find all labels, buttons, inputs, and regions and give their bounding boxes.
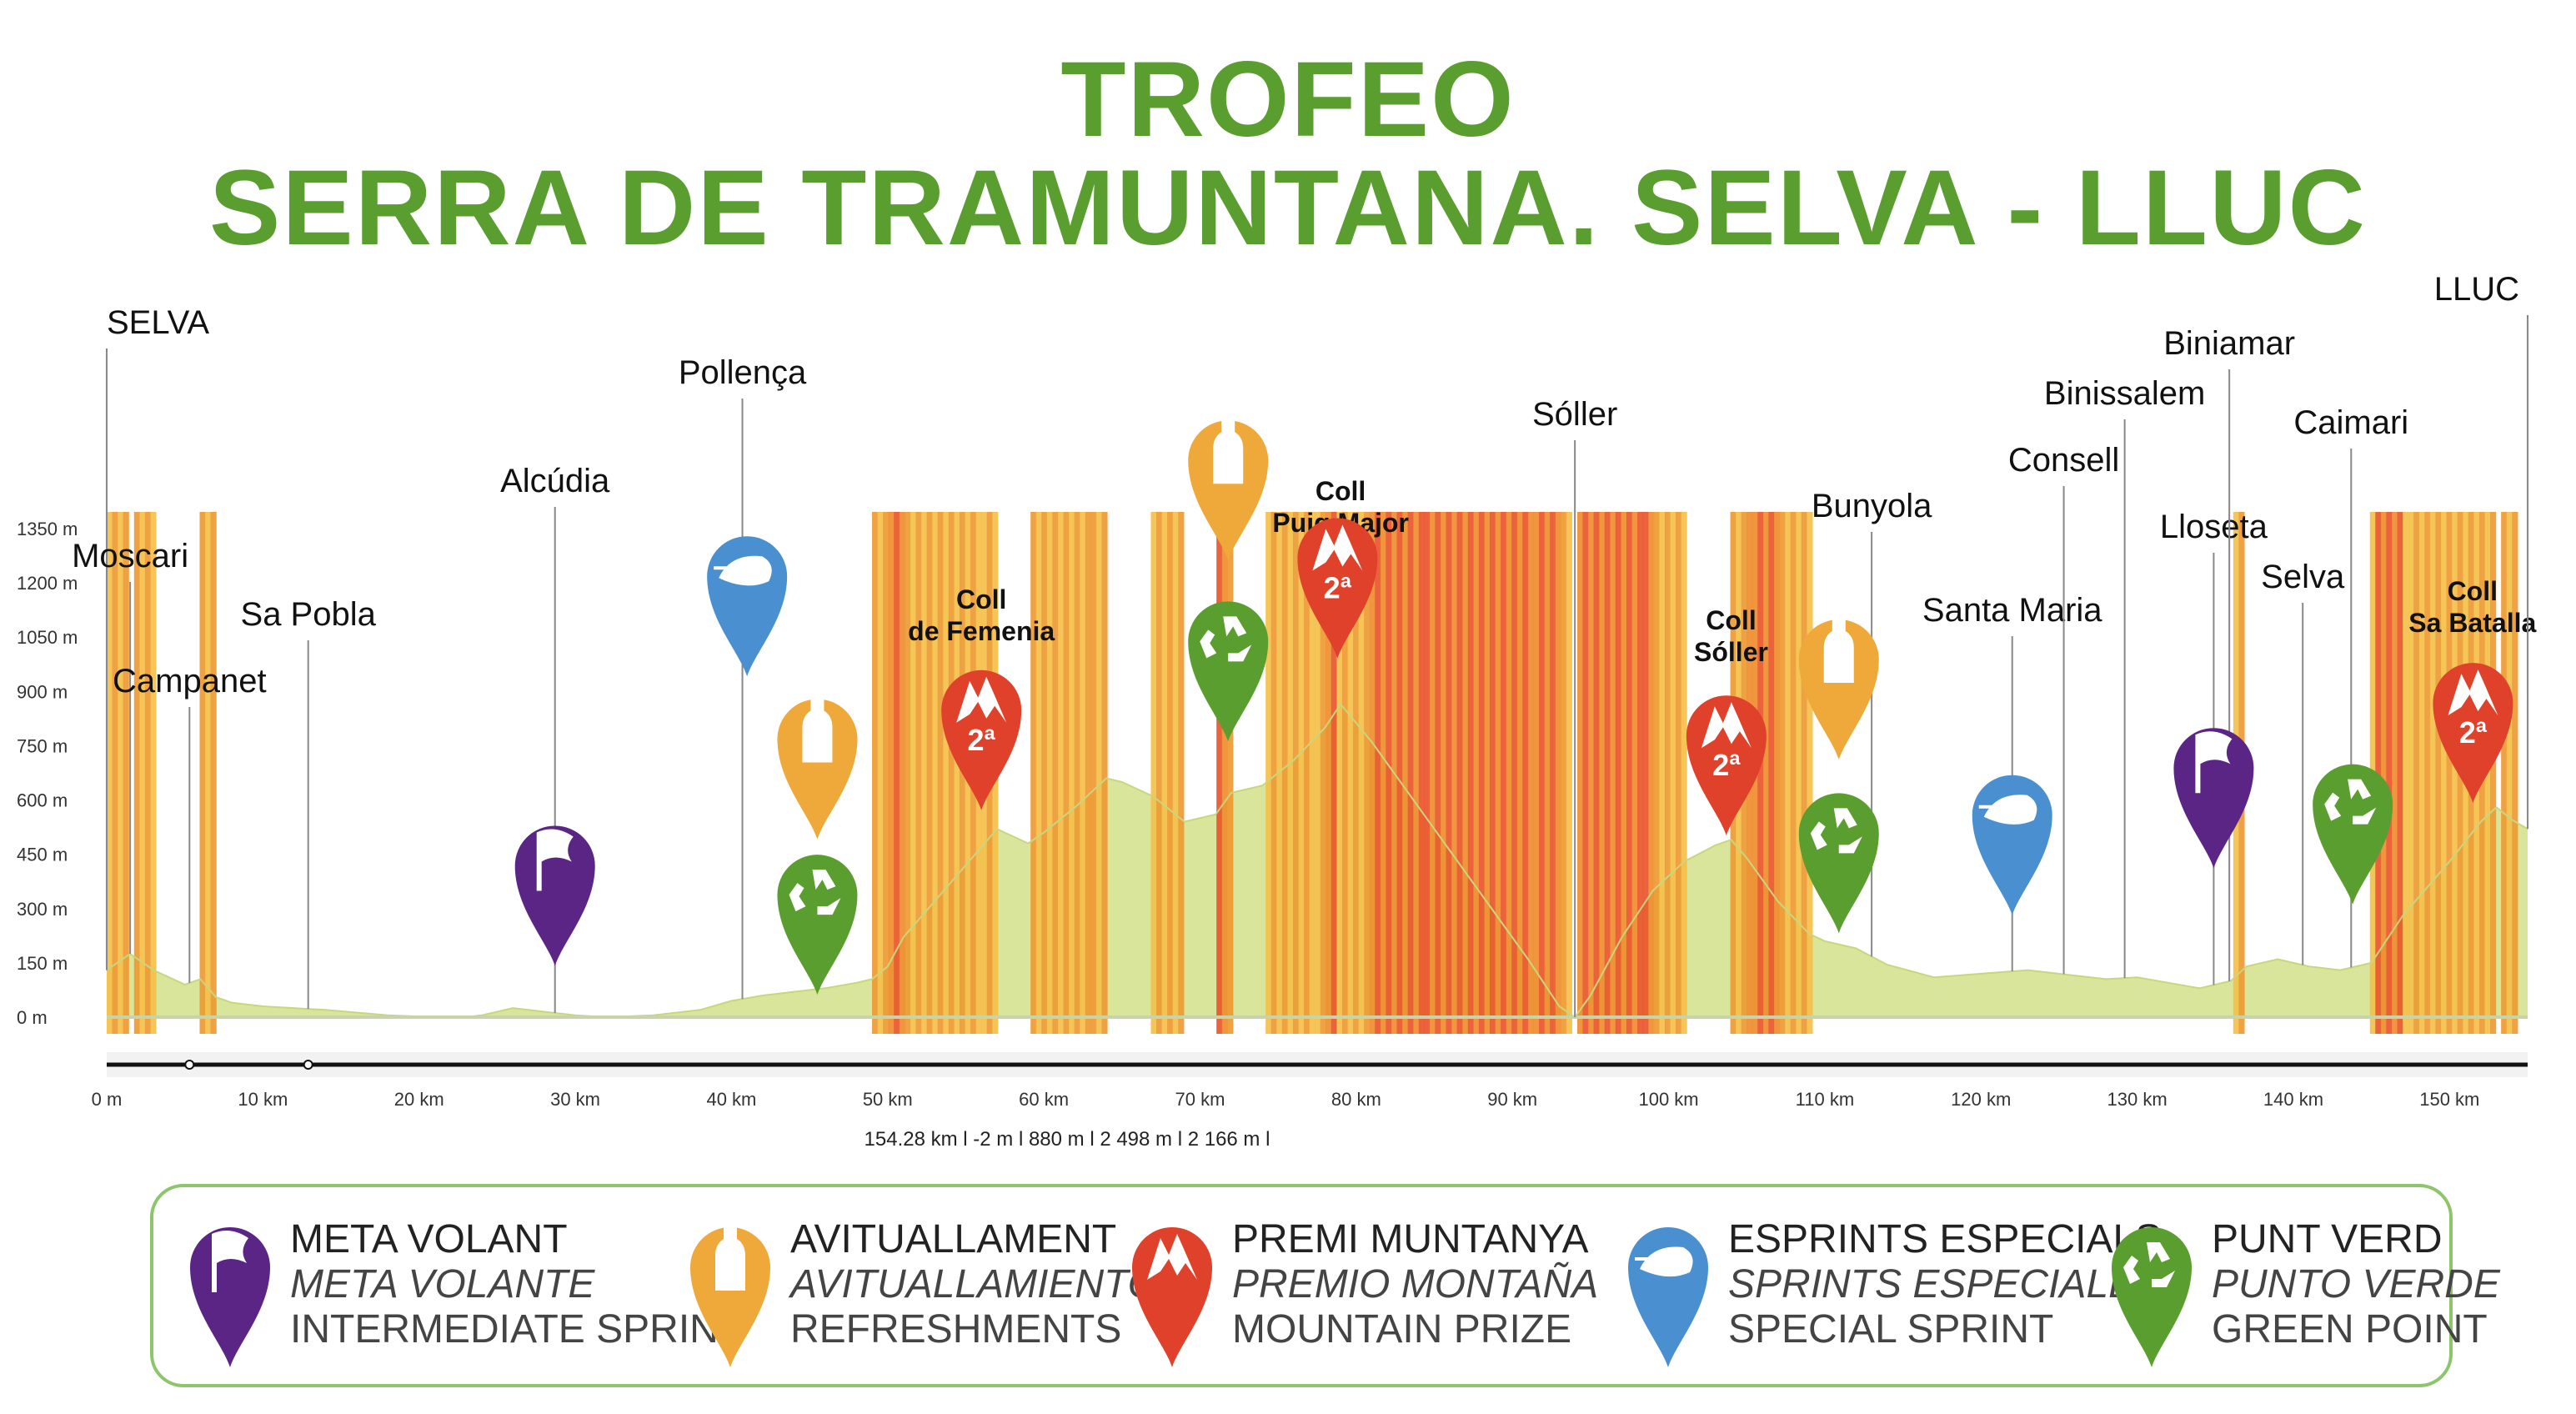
- legend-label: AVITUALLAMENT: [790, 1217, 1117, 1261]
- y-tick-label: 150 m: [17, 953, 68, 974]
- x-tick-label: 90 km: [1487, 1089, 1537, 1110]
- meta-volant-pin-icon: [190, 1227, 270, 1367]
- premi-muntanya-marker-icon: 2ª: [2433, 663, 2513, 804]
- legend-label-es: PUNTO VERDE: [2212, 1262, 2500, 1306]
- place-label: de Femenia: [908, 616, 1055, 646]
- legend-label-en: GREEN POINT: [2212, 1307, 2488, 1351]
- legend-label-en: REFRESHMENTS: [790, 1307, 1122, 1351]
- esprints-pin-icon: [1628, 1227, 1708, 1367]
- y-tick-label: 1350 m: [17, 519, 78, 539]
- legend-label: ESPRINTS ESPECIALS: [1728, 1217, 2163, 1261]
- x-tick-label: 140 km: [2263, 1089, 2323, 1110]
- place-label: Caimari: [2293, 404, 2408, 441]
- y-tick-label: 750 m: [17, 735, 68, 756]
- x-tick-label: 80 km: [1331, 1089, 1381, 1110]
- place-label: Coll: [1316, 476, 1366, 506]
- place-label: Alcúdia: [500, 463, 610, 499]
- y-tick-label: 1050 m: [17, 627, 78, 648]
- x-tick-label: 20 km: [394, 1089, 444, 1110]
- x-tick-label: 0 m: [92, 1089, 123, 1110]
- esprints-marker-icon: [707, 536, 788, 677]
- x-tick-label: 40 km: [706, 1089, 756, 1110]
- premi-muntanya-marker-icon: 2ª: [1297, 518, 1378, 659]
- y-tick-label: 0 m: [17, 1007, 48, 1028]
- x-tick-label: 110 km: [1796, 1089, 1855, 1110]
- premi-muntanya-marker-icon: 2ª: [1686, 695, 1767, 836]
- place-label: Binissalem: [2044, 375, 2205, 412]
- punt-verd-marker-icon: [2313, 764, 2393, 905]
- place-label: Selva: [2261, 559, 2345, 595]
- x-tick-label: 30 km: [550, 1089, 600, 1110]
- place-label: Coll: [1706, 605, 1756, 635]
- x-tick-label: 50 km: [863, 1089, 913, 1110]
- route-bar-point: [184, 1060, 195, 1070]
- punt-verd-marker-icon: [777, 855, 858, 995]
- meta-volant-marker-icon: [2173, 728, 2254, 869]
- esprints-marker-icon: [1972, 775, 2052, 915]
- x-tick-label: 60 km: [1019, 1089, 1069, 1110]
- x-tick-label: 70 km: [1175, 1089, 1225, 1110]
- avituallament-marker-icon: [1188, 419, 1269, 561]
- legend-label: PREMI MUNTANYA: [1232, 1217, 1589, 1261]
- elevation-profile-line: [106, 702, 2528, 1019]
- x-tick-label: 130 km: [2107, 1089, 2168, 1110]
- svg-text:2ª: 2ª: [2459, 715, 2488, 750]
- place-label: Biniamar: [2163, 325, 2295, 362]
- route-summary: 154.28 km l -2 m l 880 m l 2 498 m l 2 1…: [865, 1128, 1270, 1151]
- meta-volant-marker-icon: [514, 825, 595, 966]
- place-label: Sóller: [1532, 396, 1617, 433]
- legend-label: PUNT VERD: [2212, 1217, 2443, 1261]
- punt-verd-marker-icon: [1188, 601, 1269, 742]
- place-label: Santa Maria: [1922, 592, 2102, 629]
- x-tick-label: 100 km: [1638, 1089, 1698, 1110]
- svg-text:2ª: 2ª: [1712, 748, 1741, 782]
- place-label: Consell: [2008, 442, 2119, 479]
- punt-verd-pin-icon: [2112, 1227, 2192, 1367]
- place-label: Coll: [956, 584, 1006, 614]
- legend-label-es: AVITUALLAMIENTO: [790, 1262, 1159, 1306]
- place-label: Pollença: [679, 354, 807, 391]
- legend-label-es: SPRINTS ESPECIALES: [1728, 1262, 2163, 1306]
- place-label: Sa Batalla: [2408, 608, 2536, 638]
- avituallament-marker-icon: [777, 697, 858, 840]
- avituallament-pin-icon: [690, 1226, 770, 1367]
- x-tick-label: 120 km: [1951, 1089, 2011, 1110]
- y-tick-label: 1200 m: [17, 573, 78, 594]
- chart-title-line-1: TROFEO: [1060, 40, 1516, 159]
- legend-label-en: SPECIAL SPRINT: [1728, 1307, 2054, 1351]
- y-tick-label: 600 m: [17, 790, 68, 811]
- place-label: LLUC: [2434, 271, 2519, 308]
- y-tick-label: 300 m: [17, 899, 68, 920]
- legend-label-en: INTERMEDIATE SPRINT: [290, 1307, 744, 1351]
- place-label: Sóller: [1694, 637, 1768, 667]
- elevation-profile-chart: 0 m 150 m 300 m 450 m 600 m 750 m 900 m 1050 m 1…: [17, 271, 2536, 1151]
- place-label: SELVA: [107, 304, 209, 341]
- punt-verd-marker-icon: [1798, 793, 1879, 934]
- legend-label-es: PREMIO MONTAÑA: [1232, 1262, 1599, 1306]
- y-tick-label: 450 m: [17, 845, 68, 865]
- legend-label: META VOLANT: [290, 1217, 568, 1261]
- premi-muntanya-marker-icon: 2ª: [941, 669, 1022, 810]
- premi-muntanya-pin-icon: [1132, 1227, 1212, 1367]
- place-label: Sa Pobla: [241, 596, 377, 633]
- legend-label-es: META VOLANTE: [290, 1262, 595, 1306]
- svg-text:2ª: 2ª: [968, 723, 996, 757]
- legend-label-en: MOUNTAIN PRIZE: [1232, 1307, 1572, 1351]
- legend: META VOLANT META VOLANTE INTERMEDIATE SP…: [150, 1184, 2500, 1387]
- place-label: Bunyola: [1812, 488, 1932, 524]
- x-tick-label: 150 km: [2419, 1089, 2479, 1110]
- x-tick-label: 10 km: [238, 1089, 288, 1110]
- place-label: Campanet: [113, 663, 267, 699]
- y-tick-label: 900 m: [17, 681, 68, 702]
- chart-title-line-2: SERRA DE TRAMUNTANA. SELVA - LLUC: [209, 148, 2367, 268]
- avituallament-marker-icon: [1798, 618, 1879, 760]
- svg-text:2ª: 2ª: [1324, 570, 1352, 604]
- place-label: Lloseta: [2160, 509, 2268, 545]
- route-bar-point: [303, 1060, 313, 1070]
- place-label: Moscari: [72, 538, 188, 574]
- place-label: Coll: [2448, 576, 2498, 606]
